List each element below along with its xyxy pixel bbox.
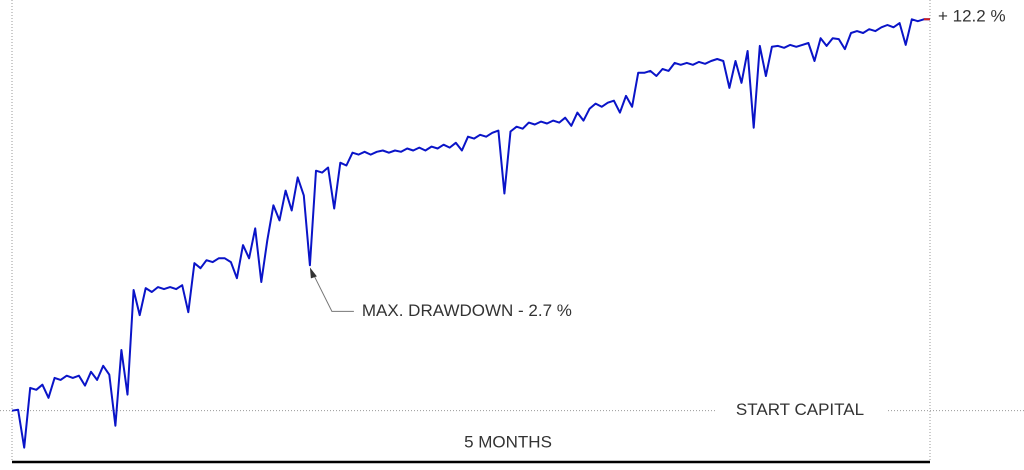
baseline-label-bg — [715, 398, 887, 423]
annotation-leader — [312, 273, 354, 312]
equity-line — [11, 18, 930, 449]
drawdown-label: MAX. DRAWDOWN - 2.7 % — [362, 301, 572, 320]
end-label: + 12.2 % — [938, 7, 1006, 26]
baseline-label: START CAPITAL — [736, 400, 864, 419]
x-label: 5 MONTHS — [464, 432, 552, 451]
annotation-arrow — [309, 267, 317, 279]
